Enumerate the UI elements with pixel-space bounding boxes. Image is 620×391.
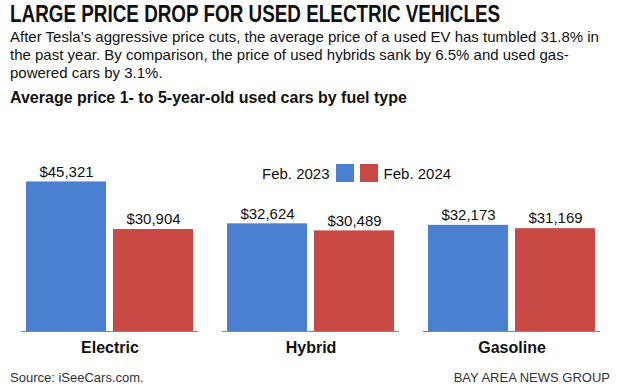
svg-text:$32,624: $32,624 xyxy=(240,205,294,222)
svg-text:$32,173: $32,173 xyxy=(441,206,495,223)
html-text:Source: iSeeCars.com.: Source: iSeeCars.com. xyxy=(10,370,144,385)
svg-text:Electric: Electric xyxy=(81,339,139,356)
html-text:LARGE PRICE DROP FOR USED ELEC: LARGE PRICE DROP FOR USED ELECTRIC VEHIC… xyxy=(10,1,501,27)
svg-text:$30,904: $30,904 xyxy=(126,210,180,227)
svg-text:$31,169: $31,169 xyxy=(528,209,582,226)
html-text:BAY AREA NEWS GROUP: BAY AREA NEWS GROUP xyxy=(453,370,610,385)
html-text:Average price 1- to 5-year-old: Average price 1- to 5-year-old used cars… xyxy=(10,89,407,106)
html-text:Feb. 2024: Feb. 2024 xyxy=(383,164,452,182)
svg-text:$30,489: $30,489 xyxy=(327,212,381,229)
svg-text:Gasoline: Gasoline xyxy=(478,339,546,356)
html-text:After Tesla’s aggressive price: After Tesla’s aggressive price cuts, the… xyxy=(10,28,599,81)
svg-text:Hybrid: Hybrid xyxy=(286,339,337,356)
svg-text:$45,321: $45,321 xyxy=(39,163,93,180)
html-text:Feb. 2023: Feb. 2023 xyxy=(262,164,330,182)
